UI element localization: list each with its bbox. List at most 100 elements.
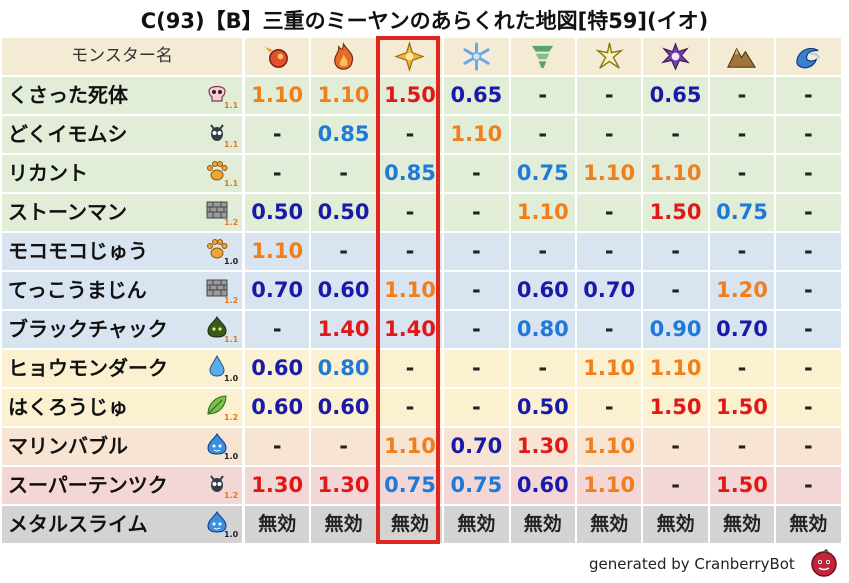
resistance-value: 0.75 xyxy=(444,467,509,504)
footer-credit: generated by CranberryBot xyxy=(589,555,795,573)
monster-rank: 1.1 xyxy=(224,335,239,344)
resistance-value: 1.10 xyxy=(577,155,642,192)
resistance-value: 無効 xyxy=(377,506,443,543)
resistance-value: - xyxy=(776,233,841,270)
slime-green-icon xyxy=(207,315,227,338)
resistance-value: - xyxy=(577,116,642,153)
resistance-value: 0.65 xyxy=(444,77,509,114)
resistance-value: - xyxy=(776,350,841,387)
leaf-icon xyxy=(207,395,227,415)
resistance-value: - xyxy=(510,233,575,270)
resistance-value: - xyxy=(776,77,841,114)
resistance-value: 0.50 xyxy=(510,389,575,426)
resistance-value: - xyxy=(577,311,642,348)
resistance-value: 1.10 xyxy=(245,77,310,114)
resistance-value: 0.70 xyxy=(577,272,642,309)
resistance-value: 0.80 xyxy=(510,311,575,348)
monster-row: マリンバブル 1.0- -1.10 0.70 1.30 1.10- - - xyxy=(0,428,849,465)
monster-name: どくイモムシ xyxy=(8,122,128,146)
water-icon xyxy=(796,47,820,69)
resistance-value: - xyxy=(776,428,841,465)
resistance-value: 1.10 xyxy=(643,350,708,387)
resistance-value: 1.30 xyxy=(311,467,376,504)
resistance-value: - xyxy=(776,311,841,348)
element-header-ice-icon xyxy=(444,38,509,75)
brick-icon xyxy=(206,201,228,219)
skull-icon xyxy=(208,85,226,102)
resistance-value: - xyxy=(245,428,310,465)
monster-rank: 1.1 xyxy=(224,179,239,188)
resistance-value: - xyxy=(577,77,642,114)
bug-icon xyxy=(210,475,224,492)
resistance-value: - xyxy=(311,233,376,270)
resistance-value: 1.50 xyxy=(643,389,708,426)
monster-name-cell: ストーンマン 1.2 xyxy=(2,194,242,231)
element-header-earth-icon xyxy=(709,38,775,75)
resistance-value: - xyxy=(377,116,443,153)
monster-name-cell: ブラックチャック 1.1 xyxy=(2,311,242,348)
resistance-value: - xyxy=(245,311,310,348)
monster-row: スーパーテンツク 1.2 1.30 1.30 0.75 0.75 0.60 1.10-1.50… xyxy=(0,467,849,504)
header-row: モンスター名 xyxy=(0,38,849,75)
monster-rank: 1.2 xyxy=(224,413,239,422)
monster-name: リカント xyxy=(8,161,88,185)
element-header-explosion-icon xyxy=(377,38,443,75)
resistance-value: 1.10 xyxy=(377,428,443,465)
resistance-value: - xyxy=(245,116,310,153)
resistance-value: - xyxy=(776,389,841,426)
resistance-value: 無効 xyxy=(643,506,708,543)
resistance-value: 1.50 xyxy=(709,467,775,504)
fire-icon xyxy=(264,46,288,68)
monster-rank: 1.1 xyxy=(224,101,239,110)
resistance-value: - xyxy=(577,389,642,426)
earth-icon xyxy=(727,47,757,68)
resistance-value: - xyxy=(510,116,575,153)
resistance-value: - xyxy=(776,194,841,231)
element-header-flame-icon xyxy=(311,38,376,75)
resistance-value: - xyxy=(776,155,841,192)
resistance-value: - xyxy=(643,428,708,465)
element-header-lightning-icon xyxy=(577,38,642,75)
monster-rank: 1.0 xyxy=(224,452,239,461)
resistance-value: 1.10 xyxy=(311,77,376,114)
resistance-value: - xyxy=(311,155,376,192)
monster-row: はくろうじゅ 1.2 0.60 0.60- -0.50-1.50 1.50- xyxy=(0,389,849,426)
paw-icon xyxy=(207,161,228,181)
resistance-value: 無効 xyxy=(311,506,376,543)
resistance-value: 1.10 xyxy=(577,428,642,465)
resistance-value: - xyxy=(709,155,775,192)
flame-icon xyxy=(334,42,354,70)
resistance-value: 0.70 xyxy=(245,272,310,309)
resistance-value: 0.60 xyxy=(510,272,575,309)
resistance-value: - xyxy=(776,467,841,504)
resistance-value: - xyxy=(709,233,775,270)
resistance-value: 1.30 xyxy=(245,467,310,504)
monster-name: ブラックチャック xyxy=(8,317,168,341)
monster-rank: 1.0 xyxy=(224,374,239,383)
monster-name: てっこうまじん xyxy=(8,278,147,302)
paw-icon xyxy=(207,239,228,259)
slime-blue-icon xyxy=(207,432,227,455)
monster-name-cell: モコモコじゅう 1.0 xyxy=(2,233,242,270)
resistance-value: 無効 xyxy=(245,506,310,543)
lightning-icon xyxy=(595,42,624,69)
monster-row: メタルスライム 1.0 無効 無効 無効 無効 無効 無効 無効 無効 無効 xyxy=(0,506,849,543)
monster-name-cell: くさった死体 1.1 xyxy=(2,77,242,114)
resistance-value: 0.60 xyxy=(311,389,376,426)
monster-rank: 1.0 xyxy=(224,257,239,266)
resistance-value: - xyxy=(643,272,708,309)
resistance-value: 1.10 xyxy=(577,350,642,387)
monster-name: くさった死体 xyxy=(8,83,128,107)
resistance-value: - xyxy=(377,233,443,270)
explosion-icon xyxy=(394,41,426,72)
resistance-value: - xyxy=(776,116,841,153)
ice-icon xyxy=(463,42,490,71)
brick-icon xyxy=(206,279,228,297)
resistance-value: 1.40 xyxy=(377,311,443,348)
resistance-value: - xyxy=(510,77,575,114)
resistance-value: 1.50 xyxy=(643,194,708,231)
resistance-value: - xyxy=(377,194,443,231)
resistance-value: 0.70 xyxy=(709,311,775,348)
resistance-value: - xyxy=(444,389,509,426)
resistance-value: 1.10 xyxy=(510,194,575,231)
